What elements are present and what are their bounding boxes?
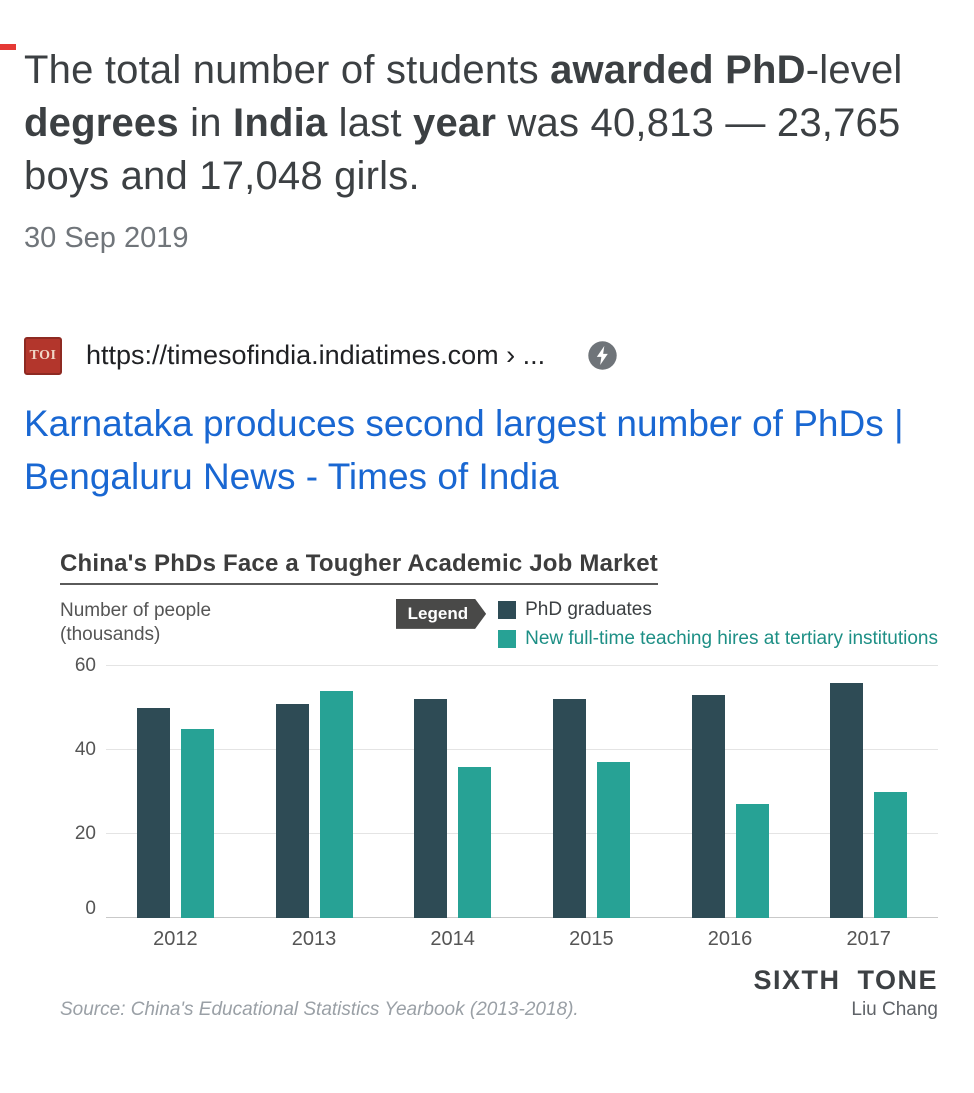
x-tick-label: 2017 xyxy=(846,927,891,950)
snippet-segment-bold: awarded xyxy=(550,48,714,92)
chart-legend: Legend PhD graduates New full-time teach… xyxy=(396,598,938,650)
bar xyxy=(830,682,864,918)
bar xyxy=(458,766,492,918)
bar xyxy=(691,695,725,918)
source-note: Source: China's Educational Statistics Y… xyxy=(60,998,579,1020)
snippet-segment: The total number of students xyxy=(24,48,551,92)
y-tick-label: 40 xyxy=(74,738,96,760)
bar-group xyxy=(522,666,661,918)
result-source-row[interactable]: TOI https://timesofindia.indiatimes.com … xyxy=(24,336,950,375)
screen-corner-artifact xyxy=(0,44,16,50)
x-tick-label: 2012 xyxy=(153,927,198,950)
y-tick-label: 0 xyxy=(85,897,96,919)
bars-container xyxy=(106,666,938,918)
legend-swatch-icon xyxy=(498,629,517,648)
snippet-segment: last xyxy=(327,101,414,146)
legend-item: New full-time teaching hires at tertiary… xyxy=(498,628,938,650)
bar-group xyxy=(661,666,800,918)
bar xyxy=(136,707,170,918)
snippet-segment-bold: India xyxy=(233,101,328,146)
bar xyxy=(596,762,630,918)
chart-header-row: Number of people (thousands) Legend PhD … xyxy=(60,598,938,650)
snippet-segment: -level xyxy=(805,48,903,92)
favicon-text: TOI xyxy=(29,347,57,363)
snippet-segment xyxy=(714,48,725,92)
branding-credit: Liu Chang xyxy=(851,998,938,1020)
legend-swatch-icon xyxy=(498,600,517,619)
gridline xyxy=(106,748,938,750)
result-title-link[interactable]: Karnataka produces second largest number… xyxy=(24,402,904,498)
x-axis-labels: 2012 2013 2014 2015 2016 2017 xyxy=(106,928,938,951)
amp-lightning-icon xyxy=(587,340,618,371)
x-tick-label: 2015 xyxy=(569,927,614,950)
snippet-date: 30 Sep 2019 xyxy=(24,221,189,254)
bar xyxy=(319,691,353,918)
bar xyxy=(874,791,908,918)
legend-item-label: PhD graduates xyxy=(525,598,652,620)
y-axis-label-line1: Number of people xyxy=(60,599,212,621)
y-axis-label-line2: (thousands) xyxy=(60,623,161,645)
y-tick-label: 20 xyxy=(74,822,96,844)
gridline xyxy=(106,832,938,834)
bar-group xyxy=(799,666,938,918)
search-result: TOI https://timesofindia.indiatimes.com … xyxy=(24,336,950,504)
legend-item-label: New full-time teaching hires at tertiary… xyxy=(525,627,938,649)
bar xyxy=(735,804,769,918)
plot-wrap: 0 20 40 60 2012 2013 2014 2015 2016 2017 xyxy=(75,655,938,951)
bar xyxy=(552,699,586,918)
legend-badge: Legend xyxy=(396,599,486,629)
legend-items: PhD graduates New full-time teaching hir… xyxy=(498,599,938,650)
snippet-segment-bold: year xyxy=(413,101,497,146)
gridline xyxy=(106,916,938,918)
bar xyxy=(180,728,214,918)
bar-group xyxy=(383,666,522,918)
chart-footer: Source: China's Educational Statistics Y… xyxy=(60,965,938,1021)
plot-area: 0 20 40 60 xyxy=(75,655,938,919)
bar xyxy=(275,703,309,918)
chart-image[interactable]: China's PhDs Face a Tougher Academic Job… xyxy=(60,550,938,1021)
snippet-segment: in xyxy=(178,101,233,146)
y-axis-label: Number of people (thousands) xyxy=(60,599,211,647)
chart-title: China's PhDs Face a Tougher Academic Job… xyxy=(60,550,658,585)
gridline xyxy=(106,664,938,666)
site-favicon[interactable]: TOI xyxy=(24,336,62,375)
bar-group xyxy=(245,666,384,918)
featured-snippet-text: The total number of students awarded PhD… xyxy=(24,44,948,204)
bar-group xyxy=(106,666,245,918)
x-tick-label: 2013 xyxy=(291,927,337,950)
search-results-page: { "snippet": { "segments": [ { "t": "The… xyxy=(0,44,974,1093)
branding: SIXTH TONE Liu Chang xyxy=(753,965,938,1021)
x-tick-label: 2016 xyxy=(707,927,753,950)
sixth-tone-logo: SIXTH TONE xyxy=(753,964,938,995)
legend-item: PhD graduates xyxy=(498,599,938,621)
y-tick-label: 60 xyxy=(74,654,96,676)
snippet-segment-bold: PhD xyxy=(725,48,806,92)
bar xyxy=(414,699,448,918)
snippet-segment: was 40,813 — 23,765 boys and 17,048 girl… xyxy=(24,101,901,199)
x-tick-label: 2014 xyxy=(430,927,475,950)
result-url: https://timesofindia.indiatimes.com › ..… xyxy=(86,340,546,371)
snippet-segment-bold: degrees xyxy=(24,101,179,146)
